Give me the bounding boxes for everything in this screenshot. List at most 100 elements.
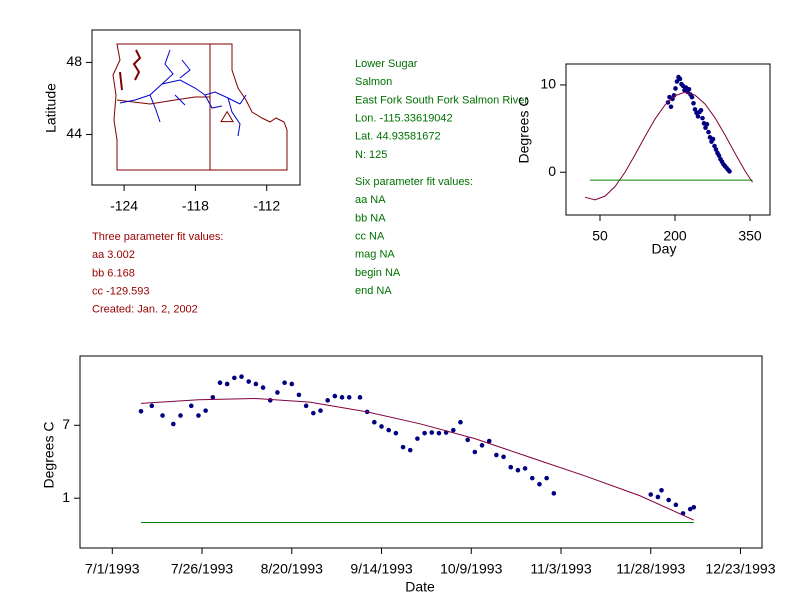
data-point bbox=[451, 427, 456, 433]
data-point bbox=[706, 129, 711, 135]
data-point bbox=[673, 502, 679, 508]
x-tick-label: 7/1/1993 bbox=[85, 561, 140, 577]
data-point bbox=[691, 100, 696, 106]
y-axis-title: Degrees C bbox=[41, 422, 57, 489]
data-point bbox=[703, 125, 708, 131]
site-text: Lon. -115.33619042 bbox=[355, 113, 453, 125]
fit-text: Created: Jan. 2, 2002 bbox=[92, 304, 198, 316]
data-point bbox=[691, 504, 697, 510]
data-point bbox=[668, 104, 674, 110]
data-point bbox=[689, 94, 695, 100]
site-text: N: 125 bbox=[355, 149, 387, 161]
data-point bbox=[515, 467, 521, 473]
data-point bbox=[501, 454, 506, 460]
y-tick-label: 0 bbox=[548, 163, 556, 179]
fit-text: cc NA bbox=[355, 231, 385, 243]
data-point bbox=[267, 398, 273, 403]
data-point bbox=[551, 491, 557, 496]
plot-frame bbox=[79, 355, 763, 549]
x-tick-label: 10/9/1993 bbox=[440, 561, 502, 577]
y-axis-title: Degrees C bbox=[516, 97, 532, 164]
x-tick-label: 200 bbox=[663, 228, 687, 244]
data-point bbox=[436, 430, 442, 436]
x-tick-label: -118 bbox=[182, 198, 209, 214]
fit-text: cc -129.593 bbox=[92, 286, 149, 298]
data-point bbox=[544, 475, 549, 481]
fit-text: begin NA bbox=[355, 267, 401, 279]
data-point bbox=[178, 413, 183, 418]
data-point bbox=[655, 494, 661, 500]
data-point bbox=[695, 114, 701, 119]
data-point bbox=[710, 136, 716, 142]
data-point bbox=[210, 395, 216, 400]
data-point bbox=[332, 393, 338, 399]
plot-frame bbox=[91, 29, 301, 186]
data-point bbox=[727, 169, 732, 174]
data-point bbox=[704, 121, 710, 127]
data-point bbox=[686, 87, 692, 92]
x-tick-label: -124 bbox=[110, 198, 138, 214]
x-tick-label: 11/3/1993 bbox=[530, 561, 591, 577]
x-tick-label: 50 bbox=[592, 228, 608, 244]
x-axis-title: Day bbox=[652, 241, 677, 257]
data-point bbox=[508, 464, 514, 470]
puget-sound bbox=[119, 49, 142, 91]
y-tick-label: 1 bbox=[62, 489, 70, 505]
x-tick-label: -112 bbox=[253, 198, 280, 214]
plot-frame bbox=[565, 63, 771, 216]
data-point bbox=[648, 492, 654, 497]
data-point bbox=[712, 143, 717, 149]
data-point bbox=[232, 375, 237, 381]
fit-text: aa NA bbox=[355, 194, 386, 206]
data-point bbox=[289, 381, 295, 387]
data-point bbox=[687, 506, 693, 512]
data-point bbox=[659, 487, 664, 493]
data-point bbox=[325, 398, 330, 403]
data-point bbox=[713, 147, 719, 152]
x-tick-label: 350 bbox=[738, 228, 762, 244]
data-point bbox=[465, 437, 470, 443]
y-tick-label: 48 bbox=[66, 53, 82, 69]
data-point bbox=[339, 395, 345, 400]
state-outline bbox=[112, 43, 288, 171]
state-border bbox=[116, 44, 211, 170]
fit-text: bb 6.168 bbox=[92, 267, 135, 279]
site-text: Lower Sugar bbox=[355, 58, 418, 70]
data-point bbox=[188, 403, 194, 409]
x-tick-label: 12/23/1993 bbox=[705, 561, 775, 577]
fit-line bbox=[584, 91, 753, 201]
data-point bbox=[260, 385, 266, 390]
data-point bbox=[700, 115, 705, 121]
data-point bbox=[677, 76, 683, 82]
data-point bbox=[479, 443, 485, 448]
data-point bbox=[522, 466, 528, 471]
fit-text: mag NA bbox=[355, 249, 395, 261]
data-point bbox=[160, 413, 165, 418]
data-point bbox=[282, 380, 287, 386]
data-point bbox=[458, 419, 463, 425]
data-point bbox=[253, 381, 259, 387]
site-text: Lat. 44.93581672 bbox=[355, 131, 441, 143]
data-point bbox=[239, 374, 244, 379]
data-point bbox=[346, 395, 352, 400]
data-point bbox=[296, 392, 302, 398]
data-point bbox=[303, 403, 309, 409]
data-point bbox=[379, 424, 384, 429]
data-point bbox=[386, 427, 391, 433]
data-point bbox=[472, 449, 478, 455]
data-point bbox=[275, 390, 280, 395]
data-point bbox=[357, 395, 363, 400]
data-point bbox=[671, 93, 677, 98]
data-point bbox=[246, 379, 252, 384]
x-tick-label: 8/20/1993 bbox=[261, 561, 323, 577]
data-point bbox=[670, 96, 675, 102]
data-point bbox=[224, 381, 230, 387]
fit-text: Three parameter fit values: bbox=[92, 231, 223, 243]
fit-text: bb NA bbox=[355, 212, 386, 224]
y-tick-label: 10 bbox=[540, 76, 556, 92]
data-point bbox=[486, 438, 492, 444]
data-point bbox=[698, 107, 704, 113]
data-point bbox=[494, 452, 499, 458]
